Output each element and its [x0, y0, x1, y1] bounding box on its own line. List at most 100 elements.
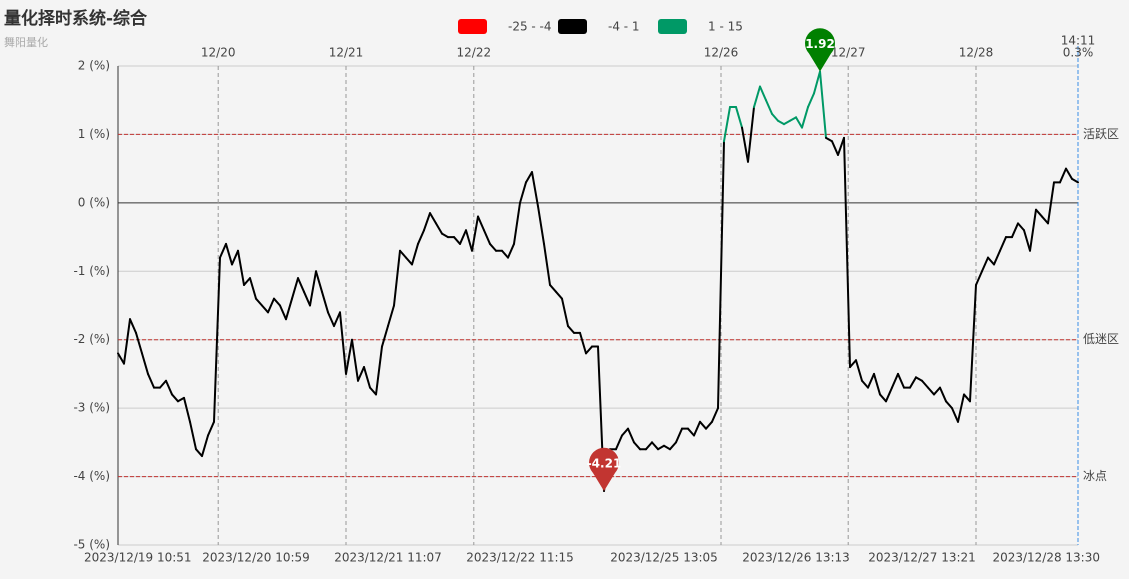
line-segment: [765, 99, 773, 115]
line-segment: [867, 372, 875, 389]
line-segment: [267, 297, 275, 314]
y-tick-label: 2 (%): [78, 59, 110, 73]
line-segment: [369, 386, 377, 396]
mark-line-label: 冰点: [1083, 469, 1107, 483]
pin: [589, 447, 620, 491]
line-segment: [693, 420, 701, 437]
line-segment: [135, 331, 143, 355]
line-segment: [273, 297, 281, 307]
line-segment: [249, 277, 257, 300]
legend-label: -25 - -4: [508, 20, 552, 34]
x-tick-label: 2023/12/19 10:51: [84, 551, 192, 565]
line-segment: [471, 215, 479, 252]
line-segment: [771, 112, 779, 122]
end-value: 0.3%: [1063, 46, 1094, 60]
end-time: 14:11: [1061, 34, 1096, 48]
line-segment: [555, 290, 563, 300]
line-segment: [753, 85, 761, 109]
line-segment: [525, 171, 533, 184]
line-segment: [987, 256, 995, 266]
line-segment: [351, 338, 359, 382]
line-segment: [807, 92, 815, 109]
line-segment: [537, 205, 545, 245]
line-segment: [165, 379, 173, 396]
line-segment: [231, 249, 239, 266]
line-segment: [711, 407, 719, 423]
line-segment: [429, 212, 437, 225]
line-segment: [1065, 167, 1073, 180]
line-segment: [969, 283, 977, 403]
line-segment: [759, 85, 767, 102]
line-segment: [405, 256, 413, 266]
line-segment: [225, 242, 233, 266]
line-segment: [219, 242, 227, 259]
line-segment: [813, 70, 821, 95]
line-segment: [417, 229, 425, 245]
line-segment: [891, 372, 899, 389]
line-segment: [621, 427, 629, 437]
line-segment: [333, 311, 341, 328]
line-segment: [285, 297, 293, 321]
line-segment: [783, 119, 791, 126]
line-segment: [561, 297, 569, 328]
line-segment: [897, 372, 905, 389]
line-segment: [147, 372, 155, 389]
pin: [805, 28, 835, 72]
line-segment: [735, 106, 743, 129]
line-segment: [183, 396, 191, 423]
line-segment: [465, 229, 473, 252]
line-segment: [951, 407, 959, 423]
line-segment: [567, 325, 575, 334]
y-tick-label: 1 (%): [78, 127, 110, 141]
line-segment: [1059, 167, 1067, 184]
line-segment: [717, 140, 725, 410]
line-segment: [945, 400, 953, 410]
line-segment: [159, 379, 167, 389]
line-segment: [237, 249, 245, 286]
line-segment: [477, 215, 485, 232]
line-segment: [435, 222, 443, 235]
y-tick-label: -3 (%): [73, 401, 110, 415]
line-segment: [723, 106, 731, 143]
line-segment: [657, 444, 665, 451]
line-segment: [423, 212, 431, 232]
y-tick-label: -5 (%): [73, 538, 110, 552]
line-segment: [795, 116, 803, 129]
legend-swatch: [458, 19, 487, 34]
line-segment: [927, 386, 935, 396]
line-segment: [933, 386, 941, 396]
top-x-tick-label: 12/20: [201, 46, 236, 60]
line-segment: [837, 136, 845, 156]
line-segment: [189, 420, 197, 451]
line-segment: [255, 297, 263, 307]
line-segment: [849, 359, 857, 369]
line-segment: [309, 270, 317, 307]
line-segment: [201, 434, 209, 458]
line-segment: [645, 441, 653, 451]
line-segment: [549, 283, 557, 293]
line-segment: [507, 242, 515, 259]
line-segment: [261, 304, 269, 314]
line-segment: [171, 393, 179, 403]
line-segment: [213, 256, 221, 423]
line-segment: [861, 379, 869, 389]
line-segment: [873, 372, 881, 396]
line-segment: [207, 420, 215, 437]
line-segment: [741, 126, 749, 163]
y-tick-label: -2 (%): [73, 332, 110, 346]
line-segment: [399, 249, 407, 259]
line-segment: [957, 393, 965, 423]
top-x-tick-label: 12/28: [959, 46, 994, 60]
chart-subtitle: 舞阳量化: [4, 35, 48, 49]
y-tick-label: -1 (%): [73, 264, 110, 278]
line-segment: [141, 352, 149, 375]
line-segment: [291, 277, 299, 300]
line-segment: [1023, 229, 1031, 252]
line-segment: [339, 311, 347, 375]
line-segment: [321, 290, 329, 314]
line-segment: [519, 181, 527, 204]
top-x-tick-label: 12/26: [704, 46, 739, 60]
line-segment: [483, 229, 491, 245]
line-segment: [675, 427, 683, 444]
